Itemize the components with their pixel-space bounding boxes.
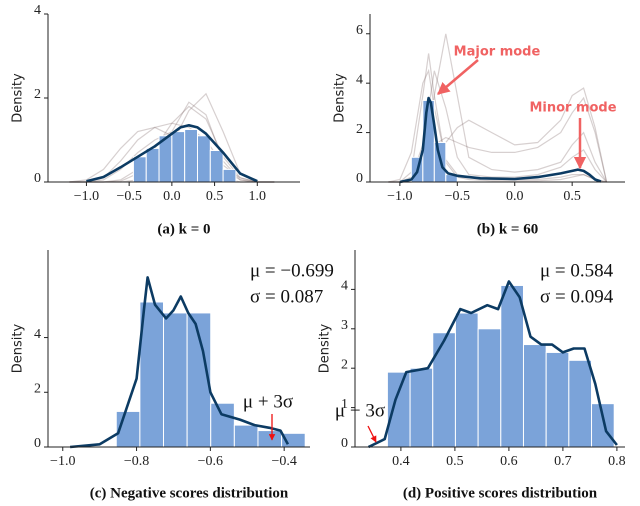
x-tick-label: 0.5 — [206, 189, 224, 204]
panel: −1.0 −0.8 −0.6 −0.4 0 2 4 Density (c) Negative s… — [11, 250, 334, 501]
annotation: σ = 0.087 — [250, 286, 323, 307]
x-tick-label: −0.8 — [124, 454, 149, 469]
x-tick-label: 0.0 — [506, 189, 524, 204]
x-tick-label: 0.8 — [608, 454, 626, 469]
histogram-bar — [386, 371, 411, 448]
x-tick-label: −1.0 — [50, 454, 75, 469]
y-tick-label: 6 — [356, 23, 363, 38]
histogram-bar — [568, 359, 593, 448]
histogram-bar — [196, 135, 211, 183]
histogram-bar — [222, 168, 237, 183]
histogram-bar — [163, 312, 188, 448]
background-curve — [388, 53, 607, 183]
x-tick-label: −0.5 — [116, 189, 141, 204]
panel: −1.0 −0.5 0.0 0.5 1.0 0 2 4 Density (a) k = 0 — [11, 3, 300, 237]
histogram-bar — [209, 150, 224, 183]
annotation: Major mode — [454, 45, 541, 60]
x-tick-label: 1.0 — [249, 189, 267, 204]
histogram-bar — [500, 284, 524, 448]
y-tick-label: 4 — [34, 3, 41, 18]
histogram-bar — [591, 403, 615, 448]
y-tick-label: 1 — [341, 397, 348, 412]
histogram-bar — [432, 332, 456, 448]
annotation: μ + 3σ — [243, 391, 293, 412]
histogram-bar — [409, 367, 434, 448]
x-tick-label: 0.4 — [392, 454, 410, 469]
histogram-bar — [454, 312, 479, 448]
annotation-arrow — [437, 59, 479, 95]
annotation: μ = −0.699 — [250, 260, 334, 281]
histogram-bar — [145, 147, 160, 183]
caption: (c) Negative scores distribution — [90, 485, 289, 501]
y-tick-label: 4 — [356, 72, 363, 87]
y-tick-label: 2 — [341, 357, 348, 372]
histogram-bar — [522, 344, 547, 448]
x-tick-label: −1.0 — [74, 189, 99, 204]
x-tick-label: −0.5 — [445, 189, 470, 204]
y-tick-label: 3 — [341, 318, 348, 333]
annotation: Minor mode — [529, 101, 616, 116]
x-tick-label: −0.6 — [198, 454, 223, 469]
y-axis-label: Density — [11, 73, 26, 123]
histogram-bar — [257, 430, 283, 448]
panel: 0.4 0.5 0.6 0.7 0.8 0 1 2 3 4 Density (d) Positive … — [318, 250, 626, 501]
annotation-arrow — [367, 425, 377, 443]
y-tick-label: 2 — [356, 122, 363, 137]
background-curve — [388, 70, 608, 183]
histogram-bar — [233, 424, 259, 448]
x-tick-label: −0.4 — [271, 454, 296, 469]
x-tick-label: 0.5 — [563, 189, 581, 204]
annotation: μ − 3σ — [335, 400, 385, 421]
caption: (a) k = 0 — [157, 221, 210, 237]
y-tick-label: 0 — [34, 171, 41, 186]
x-tick-label: 0.7 — [554, 454, 572, 469]
y-axis-label: Density — [11, 323, 26, 373]
caption: (d) Positive scores distribution — [403, 485, 598, 501]
kde-line — [86, 124, 258, 183]
histogram-bar — [184, 129, 198, 183]
histogram-bar — [171, 131, 186, 183]
y-axis-label: Density — [333, 73, 348, 123]
histogram-bar — [545, 351, 570, 448]
x-tick-label: −1.0 — [387, 189, 412, 204]
y-tick-label: 4 — [34, 327, 41, 342]
annotation: σ = 0.094 — [540, 286, 614, 307]
x-tick-label: 0.6 — [500, 454, 518, 469]
y-axis-label: Density — [318, 323, 333, 373]
y-tick-label: 4 — [341, 279, 348, 294]
x-tick-label: 0.5 — [446, 454, 464, 469]
y-tick-label: 0 — [356, 171, 363, 186]
y-tick-label: 0 — [34, 436, 41, 451]
panel: −1.0 −0.5 0.0 0.5 0 2 4 6 Density (b) k = 60 Major… — [333, 14, 625, 237]
caption: (b) k = 60 — [477, 221, 538, 237]
kde-line — [367, 280, 618, 449]
y-tick-label: 0 — [341, 436, 348, 451]
y-tick-label: 2 — [34, 381, 41, 396]
y-tick-label: 2 — [34, 87, 41, 102]
histogram-bar — [477, 328, 502, 448]
annotation: μ = 0.584 — [540, 260, 614, 281]
kde-line — [69, 276, 290, 449]
kde-line — [399, 96, 602, 184]
histogram-bar — [132, 156, 147, 183]
x-tick-label: 0.0 — [163, 189, 181, 204]
histogram-bar — [210, 402, 235, 448]
